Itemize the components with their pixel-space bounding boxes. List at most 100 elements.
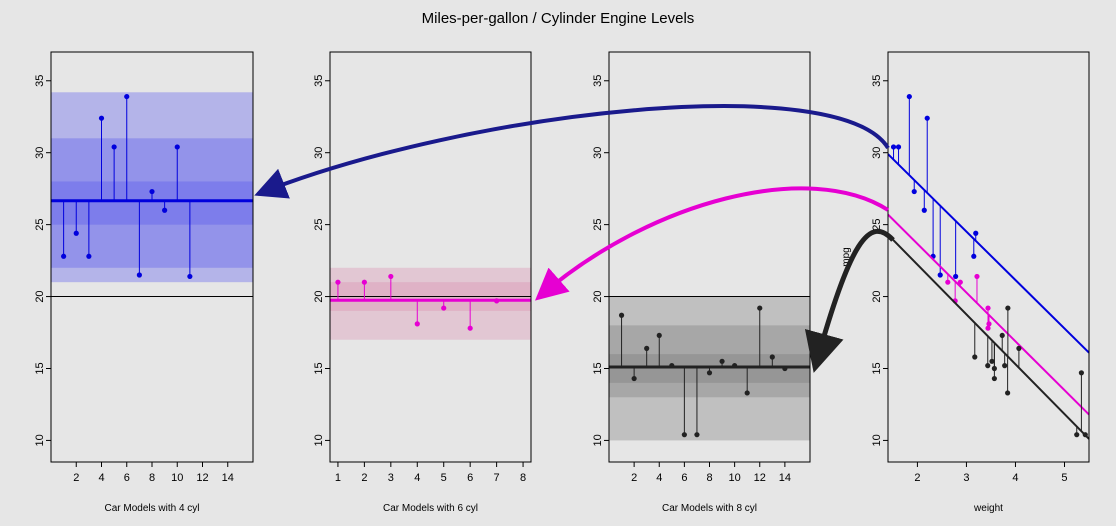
data-point xyxy=(924,115,930,121)
data-point xyxy=(86,253,92,259)
data-point xyxy=(61,253,67,259)
data-point xyxy=(706,370,713,376)
annotation-arrows xyxy=(254,104,895,373)
data-point xyxy=(986,321,992,327)
data-point xyxy=(1078,370,1085,376)
data-point xyxy=(1082,432,1088,438)
data-point xyxy=(945,279,951,285)
data-point xyxy=(174,144,180,150)
x-tick-label: 2 xyxy=(631,472,637,484)
x-axis-label: Car Models with 8 cyl xyxy=(662,503,757,514)
y-tick-label: 30 xyxy=(34,147,46,159)
data-point xyxy=(1005,390,1011,396)
data-point xyxy=(388,273,394,280)
data-point xyxy=(361,279,367,285)
data-point xyxy=(957,279,963,285)
x-axis-label: weight xyxy=(973,503,1003,514)
data-point xyxy=(985,305,991,311)
data-point xyxy=(414,321,420,327)
data-point xyxy=(744,390,750,396)
data-point xyxy=(985,363,991,369)
x-tick-label: 5 xyxy=(1061,472,1067,484)
y-tick-label: 25 xyxy=(313,219,325,231)
x-tick-label: 7 xyxy=(494,472,500,484)
data-point xyxy=(719,358,725,364)
data-point xyxy=(111,144,117,150)
x-tick-label: 4 xyxy=(98,472,104,484)
fit-line xyxy=(887,234,1090,440)
data-point xyxy=(769,354,775,360)
data-point xyxy=(335,279,341,285)
x-tick-label: 14 xyxy=(779,472,791,484)
y-tick-label: 35 xyxy=(871,75,883,87)
data-point xyxy=(973,230,979,236)
data-point xyxy=(989,358,995,364)
chart-title: Miles-per-gallon / Cylinder Engine Level… xyxy=(422,10,695,27)
data-point xyxy=(921,207,927,213)
y-tick-label: 30 xyxy=(592,147,604,159)
x-tick-label: 4 xyxy=(1012,472,1018,484)
x-tick-label: 3 xyxy=(388,472,394,484)
y-tick-label: 25 xyxy=(871,219,883,231)
y-tick-label: 10 xyxy=(313,434,325,446)
x-tick-label: 2 xyxy=(361,472,367,484)
y-tick-label: 25 xyxy=(592,219,604,231)
x-tick-label: 2 xyxy=(73,472,79,484)
plot-frame xyxy=(887,51,1090,463)
panel-4: 10 15 20 25 30 35 2 3 4 5 weight mpg xyxy=(841,51,1090,514)
x-axis-label: Car Models with 6 cyl xyxy=(383,503,478,514)
x-tick-label: 14 xyxy=(222,472,234,484)
x-tick-label: 10 xyxy=(729,472,741,484)
data-point xyxy=(972,354,978,360)
y-tick-label: 20 xyxy=(313,290,325,302)
fit-line xyxy=(887,153,1090,354)
y-axis-label: mpg xyxy=(841,247,852,266)
arrow-8cyl xyxy=(804,228,895,373)
data-point xyxy=(694,432,700,438)
panel-2: 10 15 20 25 30 35 1 2 3 4 5 6 7 8 Car Models with 6 cy… xyxy=(313,51,532,514)
y-tick-label: 20 xyxy=(34,290,46,302)
x-tick-label: 4 xyxy=(656,472,662,484)
data-point xyxy=(441,305,447,311)
y-tick-label: 15 xyxy=(871,362,883,374)
y-tick-label: 10 xyxy=(592,434,604,446)
y-tick-label: 15 xyxy=(313,362,325,374)
data-point xyxy=(911,188,917,195)
x-tick-label: 1 xyxy=(335,472,341,484)
x-tick-label: 6 xyxy=(681,472,687,484)
x-tick-label: 12 xyxy=(754,472,766,484)
x-tick-label: 8 xyxy=(520,472,526,484)
data-point xyxy=(1005,305,1011,311)
band-2 xyxy=(609,325,810,398)
data-point xyxy=(631,375,637,382)
data-point xyxy=(890,144,897,150)
y-tick-label: 10 xyxy=(34,434,46,446)
data-point xyxy=(162,207,168,213)
data-point xyxy=(895,144,902,150)
x-tick-label: 8 xyxy=(149,472,155,484)
y-tick-label: 30 xyxy=(313,147,325,159)
y-tick-label: 30 xyxy=(871,147,883,159)
data-point xyxy=(906,93,912,100)
y-tick-label: 15 xyxy=(592,362,604,374)
data-point xyxy=(681,432,687,438)
data-point xyxy=(618,312,625,318)
data-point xyxy=(98,115,105,121)
y-tick-label: 15 xyxy=(34,362,46,374)
data-point xyxy=(124,93,130,100)
data-point xyxy=(136,272,142,278)
data-point xyxy=(974,273,980,280)
panel-1: 10 15 20 25 30 35 2 4 6 8 10 12 14 Car Models with 4 … xyxy=(34,51,254,514)
panel-3: 10 15 20 25 30 35 2 4 6 8 10 12 14 Car Models with 8 … xyxy=(592,51,811,514)
data-point xyxy=(1074,432,1080,438)
data-point xyxy=(991,375,997,382)
y-tick-label: 20 xyxy=(871,290,883,302)
x-tick-label: 6 xyxy=(124,472,130,484)
data-point xyxy=(991,365,997,372)
data-point xyxy=(1016,345,1022,351)
data-point xyxy=(937,272,943,278)
data-point xyxy=(187,273,193,280)
data-point xyxy=(985,325,991,331)
x-tick-label: 2 xyxy=(914,472,920,484)
data-point xyxy=(656,332,662,339)
